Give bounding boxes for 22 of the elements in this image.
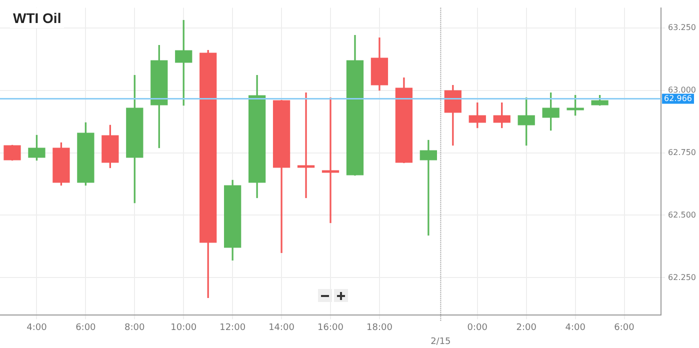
x-tick-label: 16:00 bbox=[318, 322, 344, 333]
y-tick-label: 62.750 bbox=[668, 148, 696, 157]
x-tick-label: 6:00 bbox=[614, 322, 635, 333]
x-tick-label: 0:00 bbox=[467, 322, 488, 333]
x-tick-label: 6:00 bbox=[76, 322, 96, 333]
y-tick-label: 62.500 bbox=[668, 210, 696, 220]
chart-title: WTI Oil bbox=[10, 8, 64, 28]
ref-line-label: 62.966 bbox=[664, 94, 692, 103]
y-tick-label: 63.000 bbox=[668, 85, 696, 94]
x-tick-label: 10:00 bbox=[170, 322, 197, 333]
x-tick-label: 18:00 bbox=[366, 322, 393, 333]
x-tick-label: 8:00 bbox=[124, 322, 146, 333]
text: 2/15 bbox=[430, 336, 451, 347]
x-tick-label: 2:00 bbox=[516, 322, 537, 333]
x-tick-label: 14:00 bbox=[268, 322, 295, 333]
y-tick-label: 63.250 bbox=[668, 22, 696, 32]
candlestick bbox=[420, 140, 437, 236]
candlestick bbox=[297, 92, 315, 198]
x-tick-label: 12:00 bbox=[220, 322, 246, 333]
y-tick-label: 62.250 bbox=[668, 272, 696, 282]
x-tick-label: 4:00 bbox=[26, 322, 48, 333]
x-tick-label: 4:00 bbox=[565, 322, 586, 333]
